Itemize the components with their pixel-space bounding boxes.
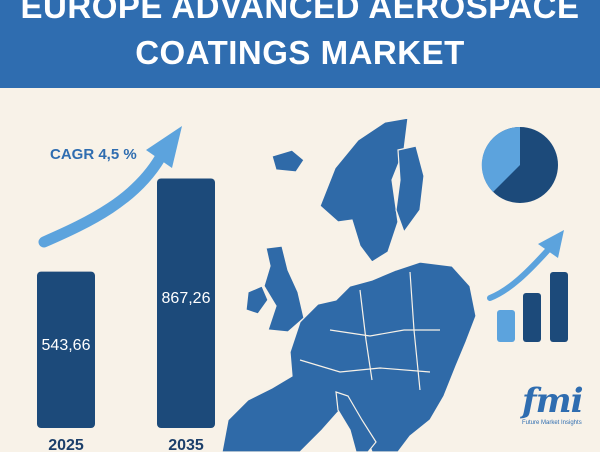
growth-arrow-icon xyxy=(38,126,182,248)
category-label: 2025 xyxy=(48,437,84,452)
fmi-logo-mark: fmi xyxy=(522,381,584,421)
bar-2035 xyxy=(157,178,215,428)
cagr-annotation: CAGR 4,5 % xyxy=(50,146,137,163)
bar-chart: 543,66 2025 867,26 2035 xyxy=(37,178,215,452)
fmi-logo-tagline: Future Market Insights xyxy=(522,420,582,426)
bar-value-label: 543,66 xyxy=(42,337,91,354)
page-title-line-2: COATINGS MARKET xyxy=(135,34,465,71)
growth-bars-icon xyxy=(487,230,568,342)
pie-chart-icon xyxy=(481,126,558,203)
bar-value-label: 867,26 xyxy=(162,290,211,307)
category-label: 2035 xyxy=(168,437,204,452)
page-title-line-1: EUROPE ADVANCED AEROSPACE xyxy=(20,0,580,25)
fmi-logo: fmi Future Market Insights xyxy=(522,384,600,426)
bar-2025 xyxy=(37,271,95,428)
title-banner: EUROPE ADVANCED AEROSPACE COATINGS MARKE… xyxy=(0,0,600,88)
europe-map-icon xyxy=(221,117,477,452)
